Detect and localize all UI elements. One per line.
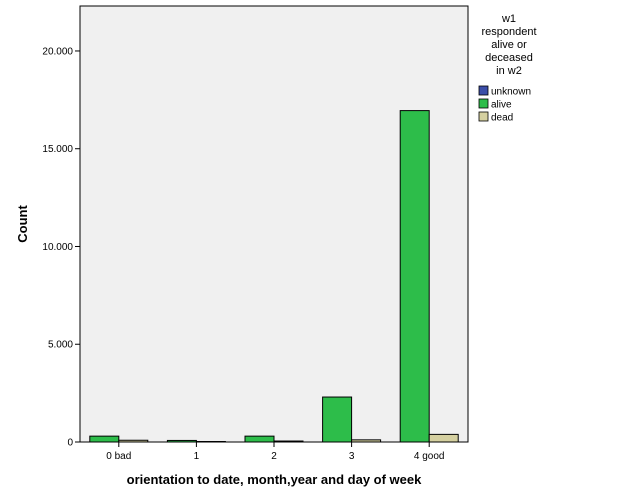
legend-label-alive: alive — [491, 100, 512, 111]
y-tick-label: 15.000 — [42, 144, 73, 155]
y-tick-label: 5.000 — [48, 340, 73, 351]
x-tick-label: 4 good — [414, 451, 445, 462]
x-axis-title: orientation to date, month,year and day … — [127, 472, 422, 487]
bar-alive — [89, 435, 120, 443]
bar-dead — [351, 439, 382, 443]
x-tick-label: 2 — [271, 451, 277, 462]
y-tick-label: 0 — [67, 438, 73, 449]
x-tick-label: 1 — [194, 451, 200, 462]
legend-title-line: in w2 — [496, 65, 522, 77]
bar-dead — [118, 439, 149, 443]
bar-alive — [166, 439, 197, 443]
legend-label-unknown: unknown — [491, 87, 531, 98]
x-tick-label: 3 — [349, 451, 355, 462]
legend-title-line: alive or — [491, 39, 527, 51]
legend-title-line: respondent — [481, 26, 536, 38]
x-axis: 0 bad 1 2 3 4 good — [106, 442, 444, 462]
y-axis: 0 5.000 10.000 15.000 20.000 — [42, 46, 80, 449]
y-tick-label: 10.000 — [42, 242, 73, 253]
bar-alive — [244, 435, 275, 443]
legend-title-line: deceased — [485, 52, 533, 64]
bar-alive — [322, 396, 353, 443]
bar-dead — [428, 433, 459, 443]
legend-swatch-alive — [478, 98, 489, 109]
y-tick-label: 20.000 — [42, 46, 73, 57]
legend-swatch-unknown — [478, 85, 489, 96]
x-tick-label: 0 bad — [106, 451, 131, 462]
legend-title-line: w1 — [501, 13, 516, 25]
legend-label-dead: dead — [491, 113, 513, 124]
bar-dead — [273, 440, 304, 443]
legend-swatch-dead — [478, 111, 489, 122]
y-axis-title: Count — [15, 205, 30, 243]
bars-group — [89, 110, 459, 443]
bar-alive — [399, 110, 430, 443]
